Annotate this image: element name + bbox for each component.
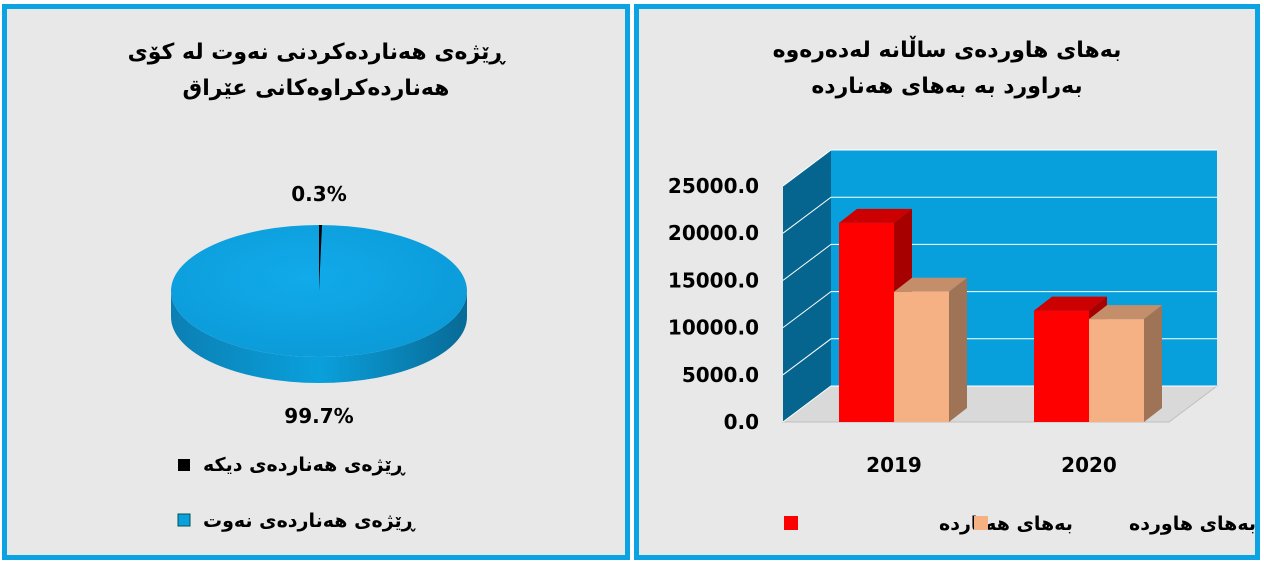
legend-label-other: ڕێژەی هەناردەی دیکە — [203, 454, 407, 476]
pie-chart-panel: ڕێژەی هەناردەکردنی نەوت لە کۆی هەناردەکر… — [2, 4, 630, 560]
gridline — [782, 196, 1217, 234]
pie-side-oil — [171, 291, 467, 383]
pie-title-line-2: هەناردەکراوەکانی عێراق — [182, 76, 450, 101]
y-tick-label: 10000.0 — [668, 316, 759, 340]
bar — [894, 291, 949, 422]
pie-label-oil: 99.7% — [284, 404, 353, 428]
bar — [1034, 310, 1089, 422]
pie-chart-title: ڕێژەی هەناردەکردنی نەوت لە کۆی هەناردەکر… — [7, 35, 625, 107]
bar-side — [1144, 305, 1162, 422]
legend-label: بەهای هەناردە — [939, 513, 1073, 535]
y-tick-label: 25000.0 — [668, 174, 759, 198]
y-tick-label: 0.0 — [724, 410, 759, 434]
chart-side-wall — [783, 150, 831, 422]
pie-chart-svg: 0.3% 99.7% ڕێژەی هەناردەی دیکە ڕێژەی هەن… — [171, 182, 467, 532]
y-tick-label: 20000.0 — [668, 221, 759, 245]
bar-title-line-2: بەراورد بە بەهای هەناردە — [811, 74, 1083, 99]
bar-top — [1034, 296, 1107, 311]
legend-swatch-oil — [177, 513, 191, 527]
bar-chart-title: بەهای هاوردەی ساڵانە لەدەرەوە بەراورد بە… — [639, 33, 1255, 105]
bar-side — [949, 277, 967, 422]
pie-slice-other — [319, 225, 322, 291]
legend-swatch — [974, 516, 988, 530]
gridline — [782, 149, 1217, 187]
bar-title-line-1: بەهای هاوردەی ساڵانە لەدەرەوە — [772, 38, 1122, 63]
pie-label-other: 0.3% — [291, 182, 346, 206]
bar-top — [839, 208, 912, 223]
bar-top — [1089, 305, 1162, 320]
y-tick-label: 5000.0 — [682, 363, 759, 387]
bar-chart-svg: 0.0 5000.0 10000.0 15000.0 20000.0 25000.0 201… — [668, 149, 1255, 535]
bar — [1089, 319, 1144, 422]
pie-title-line-1: ڕێژەی هەناردەکردنی نەوت لە کۆی — [127, 40, 505, 65]
bar-chart-panel: بەهای هاوردەی ساڵانە لەدەرەوە بەراورد بە… — [634, 4, 1260, 560]
gridline — [782, 291, 1217, 329]
bar — [839, 222, 894, 422]
x-tick-label: 2020 — [1061, 453, 1117, 477]
legend-label: بەهای هاوردە — [1129, 513, 1255, 535]
legend-label-oil: ڕێژەی هەناردەی نەوت — [203, 510, 417, 532]
y-tick-label: 15000.0 — [668, 268, 759, 292]
x-tick-label: 2019 — [866, 453, 922, 477]
bar-top — [894, 277, 967, 292]
gridline — [782, 243, 1217, 281]
legend-swatch-other — [178, 459, 190, 471]
legend-swatch — [784, 516, 798, 530]
